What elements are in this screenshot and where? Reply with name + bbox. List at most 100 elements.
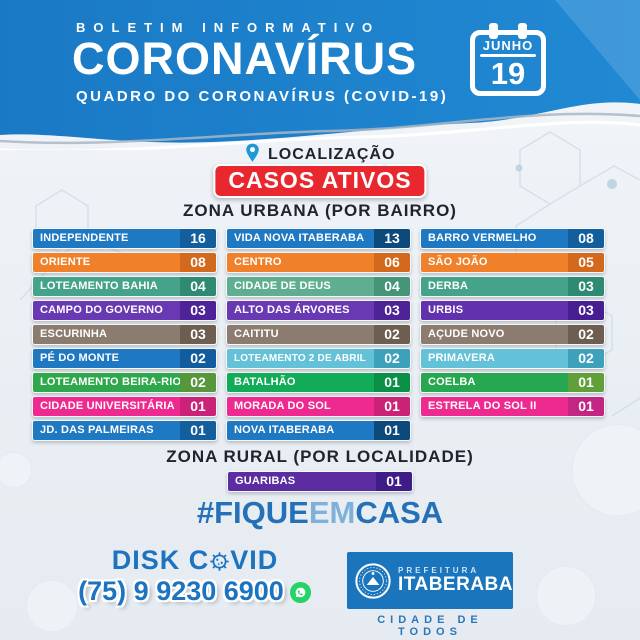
case-bar: ORIENTE 08 <box>32 252 217 273</box>
bar-value: 03 <box>374 301 410 320</box>
case-bar: BARRO VERMELHO 08 <box>420 228 605 249</box>
bulletin-title: CORONAVÍRUS <box>72 33 418 84</box>
disk-covid-prefix: DISK C <box>111 545 210 575</box>
whatsapp-icon <box>289 581 311 604</box>
bar-value: 01 <box>376 472 412 491</box>
bar-value: 03 <box>180 301 216 320</box>
hashtag-part-em: EM <box>308 495 356 530</box>
case-bar: PRIMAVERA 02 <box>420 348 605 369</box>
bulletin-subtitle: QUADRO DO CORONAVÍRUS (COVID-19) <box>76 88 449 105</box>
disk-covid-suffix: VID <box>230 545 279 575</box>
active-cases-badge: CASOS ATIVOS <box>213 164 427 198</box>
bar-label: ESCURINHA <box>33 325 180 344</box>
bar-value: 03 <box>568 301 604 320</box>
bar-label: NOVA ITABERABA <box>227 421 374 440</box>
rural-bar-wrap: GUARIBAS 01 <box>227 471 413 492</box>
cases-column-3: BARRO VERMELHO 08 SÃO JOÃO 05 DERBA 03 URBI… <box>420 228 605 441</box>
case-bar: CENTRO 06 <box>226 252 411 273</box>
bar-value: 01 <box>180 397 216 416</box>
bar-label: GUARIBAS <box>228 472 376 491</box>
bar-label: CAMPO DO GOVERNO <box>33 301 180 320</box>
logo-prefeitura: PREFEITURA <box>398 566 480 575</box>
phone-row: (75) 9 9230 6900 <box>55 576 335 607</box>
bar-value: 08 <box>180 253 216 272</box>
case-bar: URBIS 03 <box>420 300 605 321</box>
case-bar: CAMPO DO GOVERNO 03 <box>32 300 217 321</box>
calendar-divider <box>480 54 536 57</box>
bar-label: LOTEAMENTO BEIRA-RIO <box>33 373 180 392</box>
case-bar: COELBA 01 <box>420 372 605 393</box>
case-bar: LOTEAMENTO BAHIA 04 <box>32 276 217 297</box>
bar-value: 02 <box>374 325 410 344</box>
bar-label: VIDA NOVA ITABERABA <box>227 229 374 248</box>
case-bar: CAITITU 02 <box>226 324 411 345</box>
cases-column-2: VIDA NOVA ITABERABA 13 CENTRO 06 CIDADE DE… <box>226 228 411 441</box>
disk-covid-title: DISK C VID <box>55 546 335 574</box>
bar-value: 01 <box>180 421 216 440</box>
calendar-ring-icon <box>489 23 498 39</box>
bar-value: 01 <box>374 373 410 392</box>
bar-value: 02 <box>374 349 410 368</box>
bar-label: INDEPENDENTE <box>33 229 180 248</box>
bar-value: 01 <box>374 421 410 440</box>
bar-label: COELBA <box>421 373 568 392</box>
case-bar: SÃO JOÃO 05 <box>420 252 605 273</box>
calendar-day: 19 <box>490 56 526 91</box>
bar-label: CIDADE DE DEUS <box>227 277 374 296</box>
case-bar: GUARIBAS 01 <box>227 471 413 492</box>
bar-value: 13 <box>374 229 410 248</box>
phone-number: (75) 9 9230 6900 <box>78 576 284 606</box>
disk-covid-block: DISK C VID (75) 9 9230 6900 <box>55 546 335 607</box>
case-bar: MORADA DO SOL 01 <box>226 396 411 417</box>
virus-icon <box>210 552 229 571</box>
urban-zone-title: ZONA URBANA (POR BAIRRO) <box>183 201 457 220</box>
bar-value: 06 <box>374 253 410 272</box>
rural-zone-title: ZONA RURAL (POR LOCALIDADE) <box>166 447 474 466</box>
stay-home-hashtag: #FIQUEEMCASA <box>0 495 640 531</box>
hashtag-part-fique: #FIQUE <box>196 495 309 530</box>
case-bar: DERBA 03 <box>420 276 605 297</box>
bar-value: 01 <box>568 373 604 392</box>
bar-value: 03 <box>180 325 216 344</box>
logo-itaberaba: ITABERABA <box>398 574 513 595</box>
bar-label: BARRO VERMELHO <box>421 229 568 248</box>
bar-label: DERBA <box>421 277 568 296</box>
bar-label: AÇUDE NOVO <box>421 325 568 344</box>
bar-label: LOTEAMENTO 2 DE ABRIL <box>227 349 374 368</box>
logo-rect: PREFEITURA ITABERABA <box>347 552 513 609</box>
header-banner: BOLETIM INFORMATIVO CORONAVÍRUS QUADRO D… <box>0 0 640 150</box>
bar-label: CAITITU <box>227 325 374 344</box>
bar-value: 02 <box>180 373 216 392</box>
header-wave-shape <box>0 0 640 150</box>
cases-grid: INDEPENDENTE 16 ORIENTE 08 LOTEAMENTO BAHI… <box>32 228 605 441</box>
calendar-ring-icon <box>518 23 527 39</box>
city-seal-icon <box>355 562 391 599</box>
bar-label: PÉ DO MONTE <box>33 349 180 368</box>
bar-label: CIDADE UNIVERSITÁRIA <box>33 397 180 416</box>
cases-column-1: INDEPENDENTE 16 ORIENTE 08 LOTEAMENTO BAHI… <box>32 228 217 441</box>
map-pin-icon <box>245 143 259 162</box>
case-bar: LOTEAMENTO 2 DE ABRIL 02 <box>226 348 411 369</box>
case-bar: JD. DAS PALMEIRAS 01 <box>32 420 217 441</box>
case-bar: AÇUDE NOVO 02 <box>420 324 605 345</box>
bulletin-kicker: BOLETIM INFORMATIVO <box>76 20 381 35</box>
bar-label: ORIENTE <box>33 253 180 272</box>
case-bar: INDEPENDENTE 16 <box>32 228 217 249</box>
bar-value: 03 <box>568 277 604 296</box>
bar-label: SÃO JOÃO <box>421 253 568 272</box>
bar-value: 02 <box>568 325 604 344</box>
bar-label: LOTEAMENTO BAHIA <box>33 277 180 296</box>
case-bar: LOTEAMENTO BEIRA-RIO 02 <box>32 372 217 393</box>
bar-label: MORADA DO SOL <box>227 397 374 416</box>
location-row: LOCALIZAÇÃO <box>0 143 640 164</box>
case-bar: BATALHÃO 01 <box>226 372 411 393</box>
bar-value: 01 <box>374 397 410 416</box>
bar-value: 05 <box>568 253 604 272</box>
bar-label: PRIMAVERA <box>421 349 568 368</box>
case-bar: NOVA ITABERABA 01 <box>226 420 411 441</box>
bar-value: 01 <box>568 397 604 416</box>
case-bar: CIDADE UNIVERSITÁRIA 01 <box>32 396 217 417</box>
bar-value: 08 <box>568 229 604 248</box>
case-bar: ESCURINHA 03 <box>32 324 217 345</box>
